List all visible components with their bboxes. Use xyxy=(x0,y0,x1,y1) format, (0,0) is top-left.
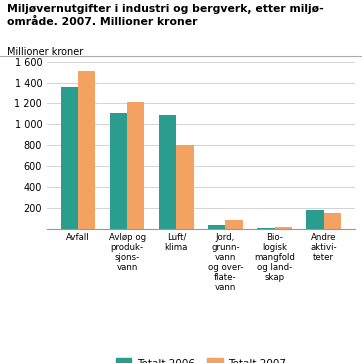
Bar xyxy=(159,115,176,229)
Bar xyxy=(127,102,144,229)
Bar xyxy=(257,228,274,229)
Bar xyxy=(110,113,127,229)
Bar xyxy=(324,213,341,229)
Bar xyxy=(306,210,324,229)
Bar xyxy=(78,71,96,229)
Text: Miljøvernutgifter i industri og bergverk, etter miljø-
område. 2007. Millioner k: Miljøvernutgifter i industri og bergverk… xyxy=(7,4,324,26)
Bar xyxy=(176,145,194,229)
Bar xyxy=(274,227,292,229)
Text: Millioner kroner: Millioner kroner xyxy=(7,47,84,57)
Legend: Totalt 2006, Totalt 2007: Totalt 2006, Totalt 2007 xyxy=(111,354,290,363)
Bar xyxy=(208,225,226,229)
Bar xyxy=(226,220,243,229)
Bar xyxy=(61,87,78,229)
